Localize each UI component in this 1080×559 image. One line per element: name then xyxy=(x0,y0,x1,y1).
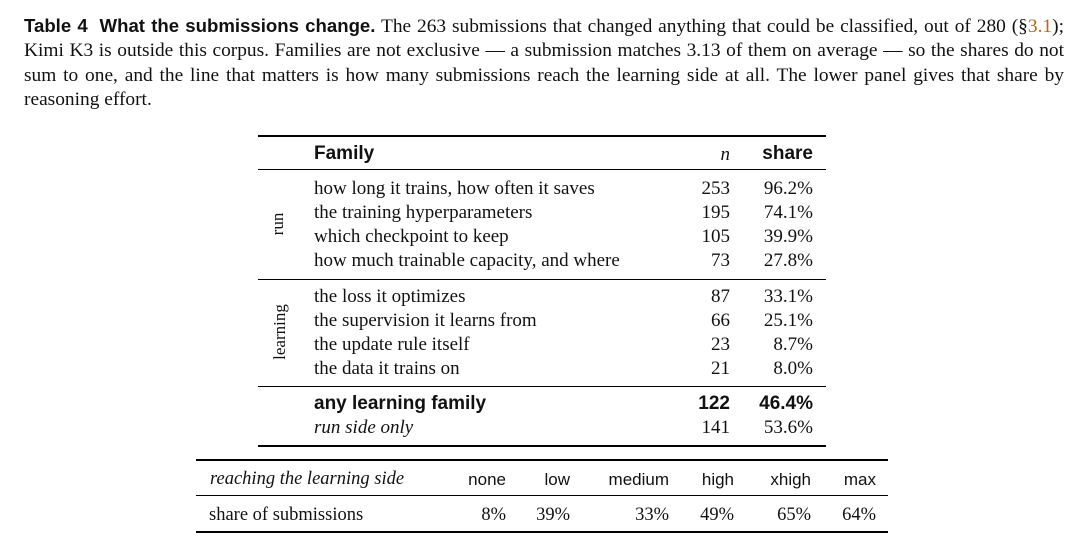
caption-label: Table 4 xyxy=(24,15,88,36)
table-row-n: 195 xyxy=(701,202,731,223)
summary-row-share: 46.4% xyxy=(759,393,813,414)
summary-row-n: 122 xyxy=(698,393,730,414)
table-row-n: 87 xyxy=(711,286,730,307)
table-row-family: the loss it optimizes xyxy=(314,286,466,307)
summary-row-family: any learning family xyxy=(314,393,487,414)
effort-share-value: 33% xyxy=(635,505,669,525)
lower-bottom-rule xyxy=(196,531,888,533)
table-row-share: 8.0% xyxy=(773,358,813,379)
header-family: Family xyxy=(314,143,375,164)
caption-title: What the submissions change. xyxy=(99,15,376,36)
table-caption: Table 4 What the submissions change. The… xyxy=(24,14,1064,112)
table-row-n: 253 xyxy=(701,178,731,199)
table-row-n: 105 xyxy=(701,226,731,247)
table-row-share: 33.1% xyxy=(763,286,813,307)
bottom-rule xyxy=(258,445,826,447)
caption-text-after-ref: ); Kimi K3 is outside this corpus. Famil… xyxy=(24,16,1064,110)
table-row-family: the supervision it learns from xyxy=(314,310,537,331)
lower-header-label: reaching the learning side xyxy=(210,469,405,489)
header-n: n xyxy=(720,144,731,165)
effort-header: high xyxy=(701,470,734,489)
table-row-family: how much trainable capacity, and where xyxy=(314,250,620,271)
table-row-n: 73 xyxy=(711,250,730,271)
table-row-family: how long it trains, how often it saves xyxy=(314,178,595,199)
effort-share-value: 65% xyxy=(777,505,811,525)
effort-header: xhigh xyxy=(770,470,811,489)
table-row-share: 96.2% xyxy=(763,178,813,199)
section-reference-link[interactable]: 3.1 xyxy=(1027,16,1053,37)
lower-row-label: share of submissions xyxy=(209,505,364,525)
effort-header: none xyxy=(468,470,506,489)
summary-row-n: 141 xyxy=(701,417,731,438)
header-rule xyxy=(258,169,826,170)
effort-share-value: 49% xyxy=(700,505,734,525)
summary-row-share: 53.6% xyxy=(763,417,813,438)
group-label-learning: learning xyxy=(270,304,289,360)
summary-rule xyxy=(258,386,826,387)
effort-header: medium xyxy=(608,470,669,489)
table-row-family: the training hyperparameters xyxy=(314,202,533,223)
table-row-family: the update rule itself xyxy=(314,334,470,355)
header-share: share xyxy=(762,143,813,164)
table-row-share: 25.1% xyxy=(763,310,813,331)
caption-text-before-ref: The 263 submissions that changed anythin… xyxy=(375,16,1028,37)
table-row-n: 23 xyxy=(711,334,730,355)
summary-row-family: run side only xyxy=(314,417,414,438)
table-row-n: 21 xyxy=(711,358,730,379)
table-row-share: 74.1% xyxy=(763,202,813,223)
group-rule xyxy=(258,279,826,280)
table-row-share: 8.7% xyxy=(773,334,813,355)
top-rule xyxy=(258,135,826,137)
lower-top-rule xyxy=(196,459,888,461)
table-row-family: the data it trains on xyxy=(314,358,460,379)
effort-header: low xyxy=(544,470,570,489)
table-row-n: 66 xyxy=(711,310,730,331)
table-row-share: 39.9% xyxy=(763,226,813,247)
effort-share-value: 8% xyxy=(481,505,506,525)
effort-share-value: 64% xyxy=(842,505,876,525)
effort-share-value: 39% xyxy=(536,505,570,525)
effort-header: max xyxy=(843,470,876,489)
table-row-family: which checkpoint to keep xyxy=(314,226,509,247)
group-label-run: run xyxy=(268,212,287,236)
lower-mid-rule xyxy=(196,495,888,496)
table-row-share: 27.8% xyxy=(763,250,813,271)
